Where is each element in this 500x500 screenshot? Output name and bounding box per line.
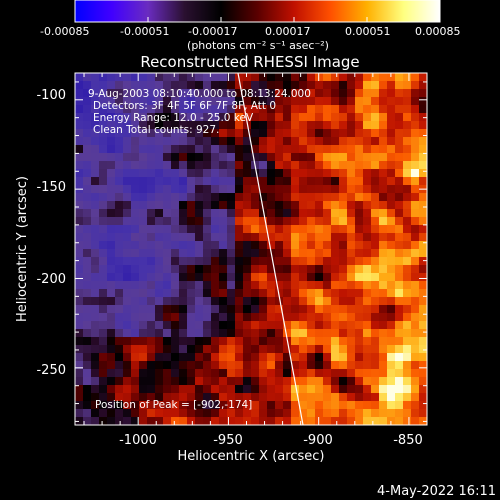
y-axis-title: Heliocentric Y (arcsec) [15,176,30,322]
x-tick-label-3: -900 [303,433,333,448]
x-tick-label-4: -850 [393,433,423,448]
annotation-detectors: Detectors: 3F 4F 5F 6F 7F 8F, Att 0 [93,100,276,112]
plot-title: Reconstructed RHESSI Image [140,53,359,71]
solar-limb-line [237,73,304,425]
plot-frame [74,72,428,426]
colorbar-tick-label-2: -0.00051 [120,25,169,38]
y-tick-label-4: -250 [36,363,66,378]
colorbar [74,0,441,23]
x-tick-label-2: -950 [213,433,243,448]
colorbar-tick-label-1: -0.00085 [40,25,89,38]
colorbar-tick-label-6: 0.00085 [415,25,461,38]
axis-ticks [75,73,427,425]
colorbar-tick-label-4: 0.00017 [265,25,311,38]
footer-date: 4-May-2022 16:11 [377,484,496,499]
rhessi-image [75,73,427,425]
colorbar-tick-label-3: -0.00017 [188,25,237,38]
x-axis-title: Heliocentric X (arcsec) [178,449,325,464]
colorbar-ticks [74,17,441,22]
y-tick-label-3: -200 [36,272,66,287]
x-tick-label-1: -1000 [119,433,157,448]
colorbar-units-label: (photons cm⁻² s⁻¹ asec⁻²) [187,39,329,52]
colorbar-tick-label-5: 0.00051 [345,25,391,38]
annotation-time-range: 9-Aug-2003 08:10:40.000 to 08:13:24.000 [88,88,311,100]
y-tick-label-1: -100 [36,88,66,103]
y-tick-label-2: -150 [36,180,66,195]
annotation-energy: Energy Range: 12.0 - 25.0 keV [93,112,254,124]
annotation-clean: Clean Total counts: 927. [93,124,219,136]
peak-position-label: Position of Peak = [-902,-174] [95,399,252,411]
